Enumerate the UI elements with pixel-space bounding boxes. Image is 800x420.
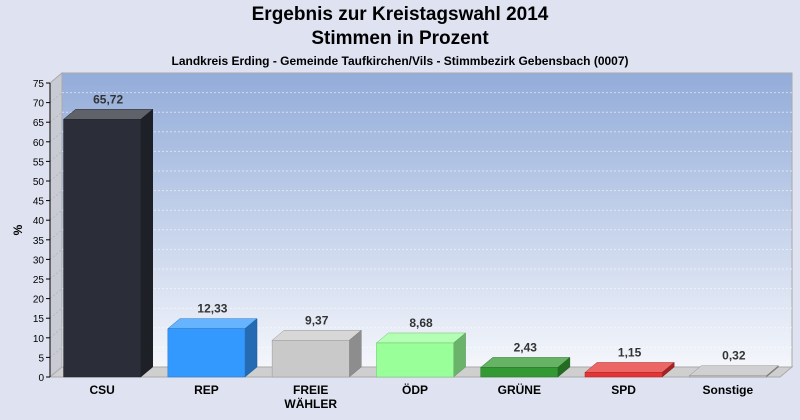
bar-value-label: 2,43 [514,340,538,354]
bar-top [375,332,467,344]
bar-front [271,340,350,378]
y-tick-label: 65 [33,118,45,129]
chart-subtitle: Stimmen in Prozent [311,28,489,49]
bar [688,365,780,378]
bar [375,332,467,378]
x-category-label: ÖDP [402,382,428,397]
x-category-label: FREIE [293,383,328,397]
bar-top [480,357,571,368]
bar-top [271,330,362,341]
x-category-label: Sonstige [703,383,754,397]
plot-side-wall [49,71,63,379]
bar-value-label: 12,33 [197,302,227,316]
bar-value-label: 65,72 [93,92,123,106]
y-tick-label: 60 [33,138,45,149]
bar-front [584,372,663,378]
y-axis-label: % [11,224,25,235]
y-tick-label: 5 [38,353,44,364]
gridline [49,92,63,103]
bar-top [167,318,258,329]
y-tick-label: 10 [33,334,45,345]
bar-value-label: 1,15 [618,345,642,359]
x-category-label: SPD [611,383,636,397]
x-category-label: REP [194,383,219,397]
y-tick-label: 30 [33,255,45,266]
y-tick-label: 35 [33,236,45,247]
gridline [49,111,63,123]
gridline [49,347,63,358]
x-category-label: GRÜNE [498,382,541,397]
bar-top [688,365,780,376]
bar-front [480,367,559,378]
bar [584,361,675,378]
bar-value-label: 9,37 [305,313,329,327]
y-tick-label: 25 [33,275,45,286]
bar-value-label: 8,68 [409,316,433,330]
y-tick-label: 75 [33,79,45,90]
bar-front [63,119,141,378]
plot-back-wall [61,72,793,368]
chart-caption: Landkreis Erding - Gemeinde Taufkirchen/… [171,54,629,68]
bar [62,108,154,378]
y-tick-label: 70 [33,99,45,110]
y-tick-label: 55 [33,157,45,168]
y-tick-label: 40 [33,216,45,227]
gridline [49,151,63,162]
gridline [49,249,63,260]
y-tick-label: 20 [33,295,45,306]
bar-front [689,375,767,378]
y-tick-label: 50 [33,177,45,188]
y-tick-label: 0 [38,373,44,384]
gridline [49,288,63,299]
gridline [49,131,63,143]
bar-top [584,362,675,373]
bar [480,356,571,378]
x-category-label: WÄHLER [284,396,337,411]
bar [167,318,258,378]
gridline [49,268,63,280]
gridline [49,209,63,221]
bar-side [140,108,153,378]
bar-value-label: 0,32 [722,349,746,363]
y-tick-label: 45 [33,197,45,208]
bar [271,329,362,378]
bar-top [62,109,154,120]
x-category-label: CSU [89,383,114,397]
gridline [49,307,63,319]
gridline [49,170,63,182]
gridline [49,327,63,339]
bar-front [167,328,246,378]
y-tick-label: 15 [33,314,45,325]
bar-front [376,342,454,378]
bar-side [244,318,258,378]
gridline [49,190,63,201]
chart-title: Ergebnis zur Kreistagswahl 2014 [251,4,549,25]
gridline [49,229,63,241]
